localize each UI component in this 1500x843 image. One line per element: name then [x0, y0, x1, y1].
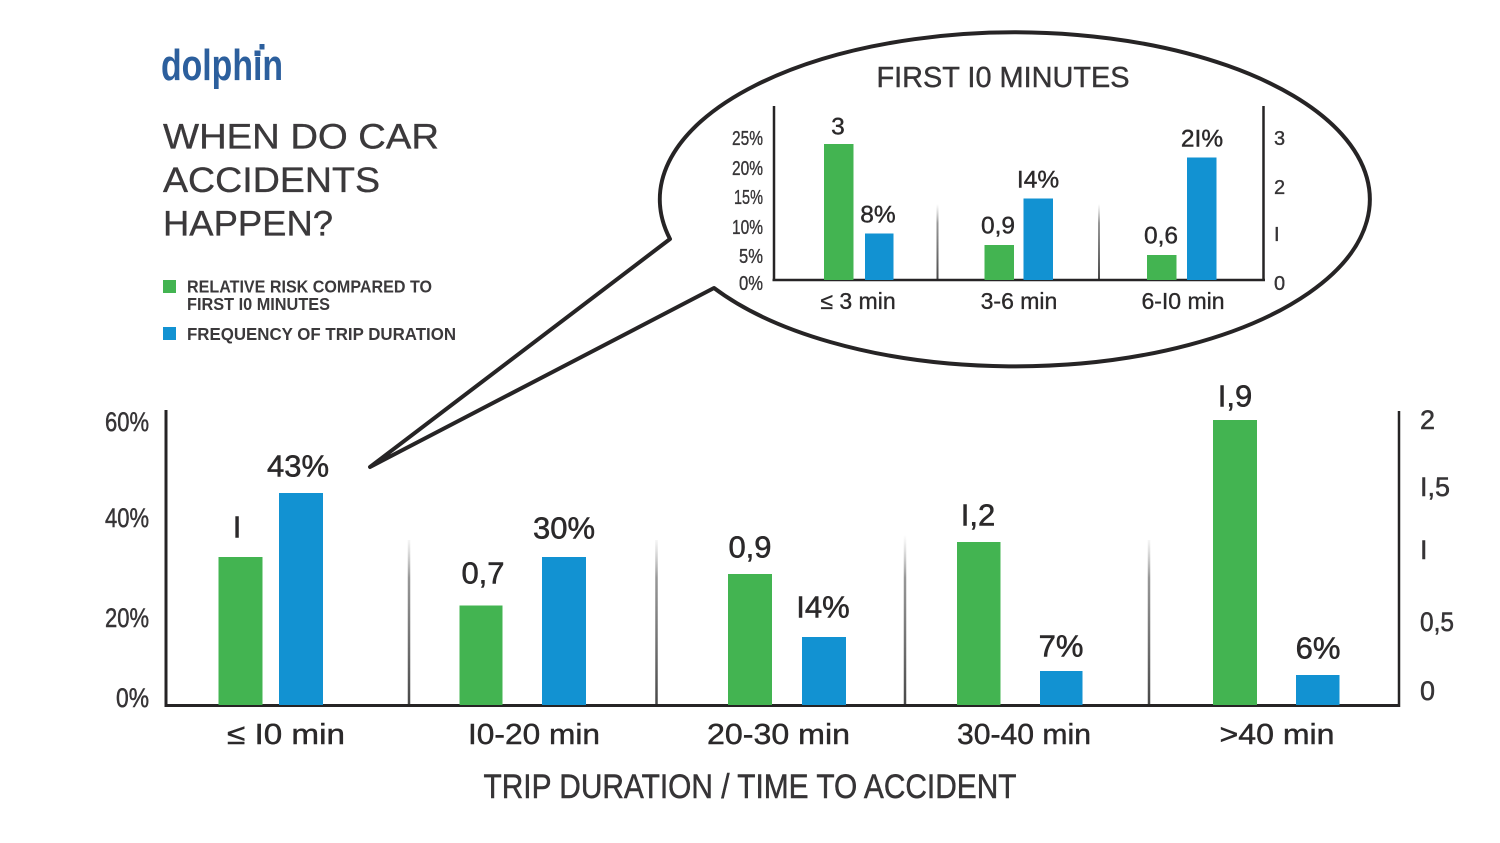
svg-text:20-30 min: 20-30 min [707, 719, 850, 751]
svg-text:20%: 20% [105, 603, 149, 633]
svg-text:40%: 40% [105, 503, 149, 533]
svg-text:3: 3 [1274, 128, 1285, 150]
svg-text:HAPPEN?: HAPPEN? [163, 205, 333, 244]
svg-text:I4%: I4% [796, 590, 849, 625]
svg-text:>40 min: >40 min [1220, 719, 1335, 751]
svg-text:≤ I0 min: ≤ I0 min [227, 719, 345, 751]
svg-text:≤ 3 min: ≤ 3 min [820, 288, 895, 314]
svg-text:5%: 5% [739, 246, 763, 268]
svg-text:TRIP DURATION / TIME TO ACCIDE: TRIP DURATION / TIME TO ACCIDENT [484, 768, 1017, 806]
svg-text:0,6: 0,6 [1144, 223, 1178, 250]
svg-text:0,5: 0,5 [1420, 607, 1454, 637]
svg-text:RELATIVE RISK COMPARED TO: RELATIVE RISK COMPARED TO [187, 277, 432, 297]
svg-text:30-40 min: 30-40 min [957, 719, 1091, 751]
svg-text:I: I [1420, 535, 1428, 565]
svg-text:0,7: 0,7 [461, 556, 504, 591]
svg-text:6%: 6% [1296, 631, 1341, 666]
svg-text:I,9: I,9 [1218, 379, 1252, 414]
svg-text:0%: 0% [116, 683, 149, 713]
svg-text:I,2: I,2 [961, 498, 995, 533]
svg-text:FREQUENCY OF TRIP DURATION: FREQUENCY OF TRIP DURATION [187, 324, 456, 344]
svg-text:10%: 10% [732, 217, 763, 239]
svg-text:8%: 8% [860, 202, 895, 229]
svg-text:2: 2 [1420, 405, 1435, 435]
svg-text:0: 0 [1274, 273, 1285, 295]
svg-text:I0-20 min: I0-20 min [468, 719, 600, 751]
svg-text:20%: 20% [732, 158, 763, 180]
svg-text:dolphın: dolphın [161, 41, 283, 90]
svg-text:0,9: 0,9 [981, 213, 1015, 240]
svg-text:43%: 43% [267, 449, 329, 484]
svg-text:25%: 25% [732, 128, 763, 150]
svg-text:6-I0 min: 6-I0 min [1141, 288, 1224, 314]
svg-text:I: I [233, 510, 242, 545]
svg-text:2I%: 2I% [1181, 126, 1223, 153]
svg-text:0,9: 0,9 [728, 530, 771, 565]
svg-text:ACCIDENTS: ACCIDENTS [163, 161, 380, 200]
svg-text:0: 0 [1420, 676, 1435, 706]
svg-text:7%: 7% [1039, 629, 1084, 664]
svg-text:30%: 30% [533, 511, 595, 546]
svg-text:3-6 min: 3-6 min [981, 288, 1058, 314]
svg-text:I,5: I,5 [1420, 472, 1450, 502]
svg-text:I4%: I4% [1017, 167, 1059, 194]
svg-text:60%: 60% [105, 407, 149, 437]
svg-text:FIRST I0 MINUTES: FIRST I0 MINUTES [877, 62, 1130, 94]
svg-text:WHEN DO CAR: WHEN DO CAR [163, 118, 439, 157]
svg-text:FIRST I0 MINUTES: FIRST I0 MINUTES [187, 294, 330, 314]
svg-text:I: I [1274, 224, 1280, 246]
svg-text:0%: 0% [739, 273, 763, 295]
svg-text:15%: 15% [734, 187, 763, 209]
svg-text:2: 2 [1274, 177, 1285, 199]
svg-text:3: 3 [831, 114, 845, 141]
